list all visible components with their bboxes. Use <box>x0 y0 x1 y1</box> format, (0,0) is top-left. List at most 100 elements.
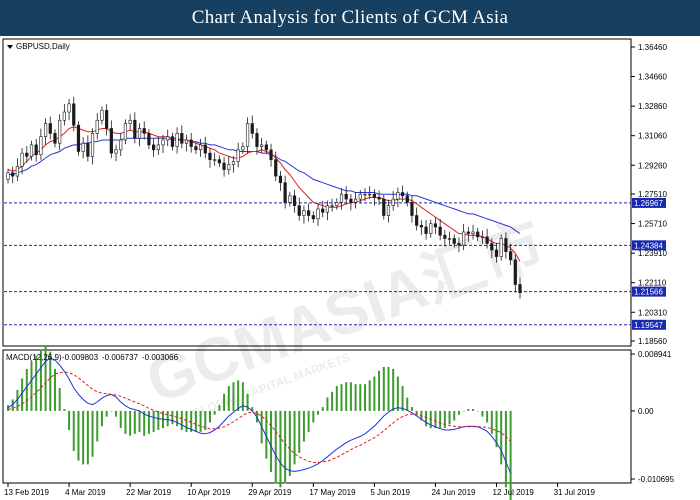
macd-histogram-bar <box>457 410 460 415</box>
candle-body <box>128 119 132 124</box>
candle-body <box>15 165 19 177</box>
price-tick-label: 1.22110 <box>638 279 667 288</box>
macd-histogram-bar <box>204 410 207 431</box>
macd-histogram-bar <box>453 410 456 421</box>
macd-histogram-bar <box>382 366 385 411</box>
macd-histogram-bar <box>354 384 357 411</box>
macd-histogram-bar <box>368 380 371 411</box>
macd-histogram-bar <box>425 410 428 427</box>
macd-histogram-bar <box>298 410 301 453</box>
level-badge-label: 1.24384 <box>634 241 663 250</box>
macd-histogram-bar <box>476 410 479 412</box>
macd-histogram-bar <box>274 410 277 484</box>
support-resistance-levels: 1.26967 1.24384 1.21566 1.19547 <box>4 197 666 330</box>
macd-panel-frame <box>2 349 632 484</box>
candle-body <box>20 152 24 167</box>
level-badge <box>632 240 666 251</box>
macd-histogram-bar <box>124 410 127 434</box>
macd-histogram-bar <box>467 409 470 411</box>
macd-histogram-bar <box>7 405 9 411</box>
time-tick-label: 29 Apr 2019 <box>248 488 292 497</box>
candle-body <box>123 123 128 141</box>
candle-body <box>156 144 160 151</box>
candle-body <box>241 146 245 151</box>
candle-body <box>513 259 517 285</box>
candle-body <box>48 123 52 134</box>
symbol-dropdown-icon[interactable] <box>7 45 13 49</box>
candle-body <box>499 238 503 257</box>
candle-body <box>504 238 508 252</box>
macd-histogram-bar <box>326 397 329 411</box>
candle-body <box>264 144 268 151</box>
candle-body <box>377 197 381 200</box>
macd-histogram-bar <box>77 410 80 461</box>
macd-histogram-bar <box>82 410 85 465</box>
candle-body <box>471 231 475 234</box>
macd-histogram-bar <box>227 386 230 411</box>
candle-body <box>485 236 489 244</box>
candle-body <box>363 193 367 196</box>
macd-histogram-bar <box>279 410 282 488</box>
candle-body <box>410 202 414 216</box>
macd-histogram-bar <box>401 386 404 411</box>
macd-histogram-bar <box>25 368 28 411</box>
candle-body <box>415 215 419 226</box>
macd-histogram-bar <box>345 382 348 411</box>
macd-histogram-bar <box>180 410 183 431</box>
macd-histogram-bar <box>115 410 118 417</box>
time-tick-label: 12 Jul 2019 <box>493 488 535 497</box>
candle-body <box>166 136 170 141</box>
candle-body <box>86 142 90 157</box>
time-tick-label: 5 Jun 2019 <box>370 488 410 497</box>
candle-body <box>43 123 48 137</box>
macd-histogram-bar <box>246 393 249 411</box>
candle-body <box>335 202 339 206</box>
macd-histogram-bar <box>307 410 310 432</box>
signal-line <box>7 371 511 463</box>
macd-histogram-bar <box>312 410 315 423</box>
candle-body <box>353 198 358 203</box>
macd-histogram-bar <box>100 410 103 427</box>
macd-histogram-bar <box>241 382 244 411</box>
candle-body <box>90 133 95 157</box>
macd-histogram-bar <box>373 376 376 411</box>
candle-body <box>424 226 428 234</box>
candle-body <box>250 123 254 134</box>
macd-histogram-bar <box>448 410 451 425</box>
candle-body <box>147 133 151 146</box>
time-tick-label: 4 Mar 2019 <box>65 488 106 497</box>
macd-histogram-bar <box>335 386 338 411</box>
header-banner: Chart Analysis for Clients of GCM Asia <box>0 0 700 36</box>
price-tick-label: 1.34660 <box>638 73 667 82</box>
macd-histogram-bar <box>171 410 174 425</box>
candle-body <box>175 133 179 147</box>
candle-body <box>105 110 109 129</box>
macd-histogram-bar <box>500 410 503 465</box>
macd-histogram-bar <box>166 410 169 427</box>
macd-histogram-bar <box>396 376 399 411</box>
time-tick-label: 31 Jul 2019 <box>554 488 596 497</box>
candle-body <box>494 249 499 257</box>
candle-body <box>194 146 198 151</box>
macd-histogram-bar <box>237 380 240 411</box>
candle-body <box>462 231 466 246</box>
macd-histogram-bar <box>223 393 226 411</box>
macd-histogram-bar <box>251 407 254 411</box>
candle-body <box>100 110 104 121</box>
macd-histogram-bar <box>213 410 216 415</box>
macd-value-main: -0.009803 <box>62 353 99 362</box>
candle-body <box>438 226 442 236</box>
macd-histogram-bar <box>68 410 71 431</box>
macd-histogram-bar <box>105 410 108 417</box>
candle-body <box>95 119 99 134</box>
candle-body <box>372 193 376 198</box>
macd-histogram-bar <box>119 410 122 429</box>
macd-histogram-bar <box>96 410 99 442</box>
candle-body <box>231 161 236 165</box>
macd-histogram-bar <box>208 410 211 423</box>
macd-value-signal: -0.006737 <box>102 353 139 362</box>
candle-body <box>433 223 438 228</box>
price-tick-label: 1.25710 <box>638 220 667 229</box>
macd-histogram-bar <box>49 351 52 411</box>
candle-body <box>405 195 409 203</box>
